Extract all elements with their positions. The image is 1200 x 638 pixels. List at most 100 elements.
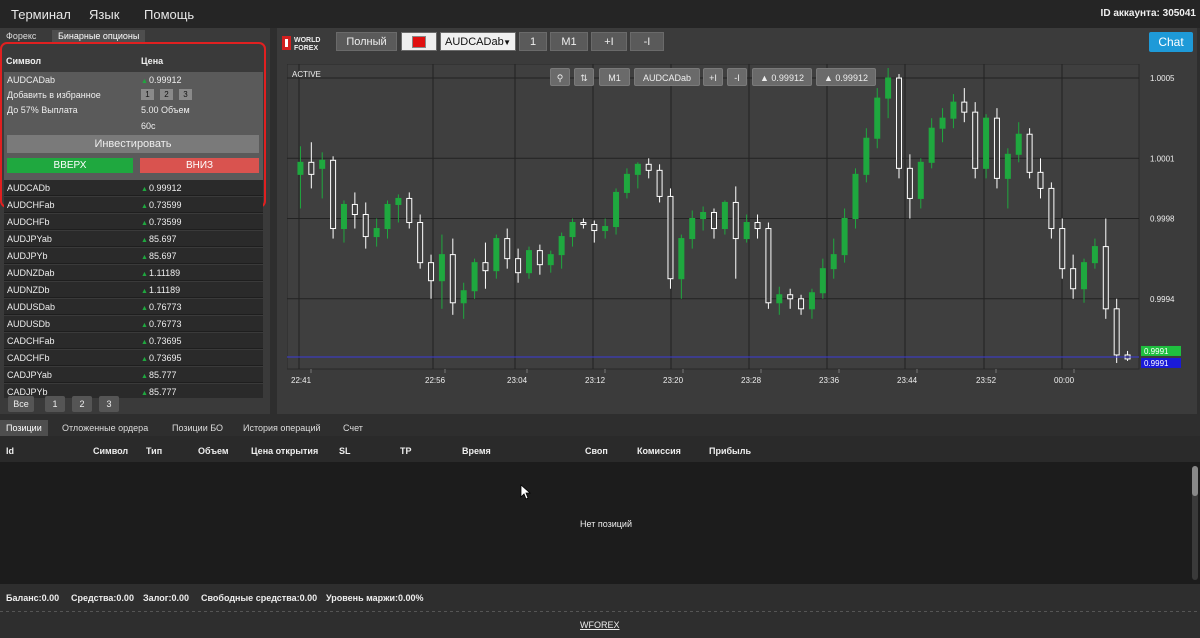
symbol-price: 0.99912 (141, 183, 182, 193)
candle-body (417, 222, 424, 264)
selected-symbol-price: 0.99912 (141, 75, 182, 85)
symbol-name: AUDCHFb (7, 217, 50, 227)
symbol-row[interactable]: AUDUSDab 0.76773 (4, 299, 263, 315)
margin-label: Залог:0.00 (143, 593, 190, 603)
favorite-1-button[interactable]: 1 (141, 89, 154, 100)
candle-body (1059, 228, 1066, 270)
candle-body (721, 201, 728, 230)
symbol-row[interactable]: CADJPYb 85.777 (4, 384, 263, 398)
chart-ask-price-button[interactable]: ▲ 0.99912 (816, 68, 876, 86)
candle-body (787, 294, 794, 300)
candle-body (362, 213, 369, 238)
menu-help[interactable]: Помощь (144, 7, 195, 22)
chart-type-1-button[interactable]: 1 (519, 32, 547, 51)
symbol-price: 85.777 (141, 370, 177, 380)
page-3-button[interactable]: 3 (99, 396, 119, 412)
candle-body (634, 163, 641, 175)
column-header: Тип (146, 446, 163, 456)
invest-button[interactable]: Инвестировать (7, 135, 259, 153)
page-1-button[interactable]: 1 (45, 396, 65, 412)
chart-symbol-button[interactable]: AUDCADab (634, 68, 700, 86)
symbol-row[interactable]: CADCHFb 0.73695 (4, 350, 263, 366)
logo-text-world: WORLD (294, 37, 320, 44)
chart-bid-price-button[interactable]: ▲ 0.99912 (752, 68, 812, 86)
symbol-row[interactable]: AUDCHFab 0.73599 (4, 197, 263, 213)
timeframe-button[interactable]: M1 (550, 32, 588, 51)
page-all-button[interactable]: Все (8, 396, 34, 412)
candle-body (613, 191, 620, 228)
favorite-2-button[interactable]: 2 (160, 89, 173, 100)
symbol-row[interactable]: AUDNZDb 1.11189 (4, 282, 263, 298)
up-button[interactable]: ВВЕРХ (7, 158, 133, 173)
page-2-button[interactable]: 2 (72, 396, 92, 412)
y-tick-label: 1.0001 (1150, 154, 1175, 163)
column-header: Цена открытия (251, 446, 319, 456)
symbol-name: CADCHFb (7, 353, 50, 363)
symbol-name: AUDUSDb (7, 319, 51, 329)
symbol-price: 85.697 (141, 234, 177, 244)
tab-account[interactable]: Счет (343, 423, 363, 433)
candle-body (896, 77, 903, 169)
bottom-tabs: Позиции Отложенные ордера Позиции БО Ист… (0, 420, 1200, 436)
menu-language[interactable]: Язык (89, 7, 120, 22)
chart-search-button[interactable]: ⚲ (550, 68, 570, 86)
chart-indicators-button[interactable]: ⇅ (574, 68, 594, 86)
symbol-price: 85.777 (141, 387, 177, 397)
chart-zoom-out-button[interactable]: -I (727, 68, 747, 86)
empty-positions-message: Нет позиций (580, 519, 632, 529)
free-funds-label: Свободные средства:0.00 (201, 593, 318, 603)
zoom-out-button[interactable]: -I (630, 32, 664, 51)
scrollbar-thumb[interactable] (1192, 466, 1198, 496)
tab-history[interactable]: История операций (243, 423, 321, 433)
tab-forex[interactable]: Форекс (6, 31, 37, 41)
symbol-row[interactable]: AUDUSDb 0.76773 (4, 316, 263, 332)
tab-positions[interactable]: Позиции (0, 420, 48, 436)
positions-scrollbar[interactable] (1192, 466, 1198, 580)
price-chart[interactable]: 1.0005 1.0001 0.9998 0.9994 22:41 22:56 23:04 2… (287, 64, 1196, 402)
symbol-row[interactable]: AUDCADb 0.99912 (4, 180, 263, 196)
candle-body (1102, 246, 1109, 310)
candle-body (308, 161, 315, 175)
color-picker-button[interactable] (401, 32, 437, 51)
x-tick-label: 22:41 (291, 376, 312, 385)
symbol-row[interactable]: AUDJPYb 85.697 (4, 248, 263, 264)
x-tick-label: 23:28 (741, 376, 762, 385)
candle-body (928, 127, 935, 163)
down-button[interactable]: ВНИЗ (140, 158, 259, 173)
chart-panel: WORLD FOREX Полный AUDCADab ▼ 1 M1 +I -I… (277, 28, 1197, 414)
menu-terminal[interactable]: Терминал (11, 7, 71, 22)
symbols-panel: Форекс Бинарные опционы Символ Цена AUDC… (0, 28, 270, 414)
tab-bo-positions[interactable]: Позиции БО (172, 423, 224, 433)
symbol-price: 0.76773 (141, 302, 182, 312)
zoom-in-button[interactable]: +I (591, 32, 627, 51)
candle-body (1091, 246, 1098, 264)
volume-label: 5.00 Объем (141, 105, 190, 115)
x-tick-label: 22:56 (425, 376, 446, 385)
favorite-3-button[interactable]: 3 (179, 89, 192, 100)
tab-pending-orders[interactable]: Отложенные ордера (62, 423, 149, 433)
tab-binary-options[interactable]: Бинарные опционы (52, 30, 146, 42)
symbol-row[interactable]: AUDJPYab 85.697 (4, 231, 263, 247)
symbol-name: CADJPYb (7, 387, 48, 397)
candle-body (939, 117, 946, 129)
symbol-row[interactable]: CADCHFab 0.73695 (4, 333, 263, 349)
symbol-price: 1.11189 (141, 268, 180, 278)
positions-table-header: Id Символ Тип Объем Цена открытия SL TP Время Св… (0, 436, 1200, 462)
candle-body (1004, 153, 1011, 179)
column-header: Прибыль (709, 446, 751, 456)
chart-zoom-in-button[interactable]: +I (703, 68, 723, 86)
symbol-name: CADCHFab (7, 336, 55, 346)
symbol-row[interactable]: CADJPYab 85.777 (4, 367, 263, 383)
chat-button[interactable]: Chat (1149, 32, 1193, 52)
column-header: Время (462, 446, 491, 456)
account-status-bar: Баланс:0.00 Средства:0.00 Залог:0.00 Сво… (0, 584, 1200, 610)
candle-body (950, 101, 957, 119)
symbol-row[interactable]: AUDCHFb 0.73599 (4, 214, 263, 230)
wforex-link[interactable]: WFOREX (580, 620, 620, 630)
chart-active-label: ACTIVE (292, 70, 321, 79)
symbol-select[interactable]: AUDCADab ▼ (440, 32, 516, 51)
symbol-name: AUDJPYb (7, 251, 48, 261)
full-screen-button[interactable]: Полный (336, 32, 397, 51)
chart-timeframe-button[interactable]: M1 (599, 68, 630, 86)
symbol-row[interactable]: AUDNZDab 1.11189 (4, 265, 263, 281)
